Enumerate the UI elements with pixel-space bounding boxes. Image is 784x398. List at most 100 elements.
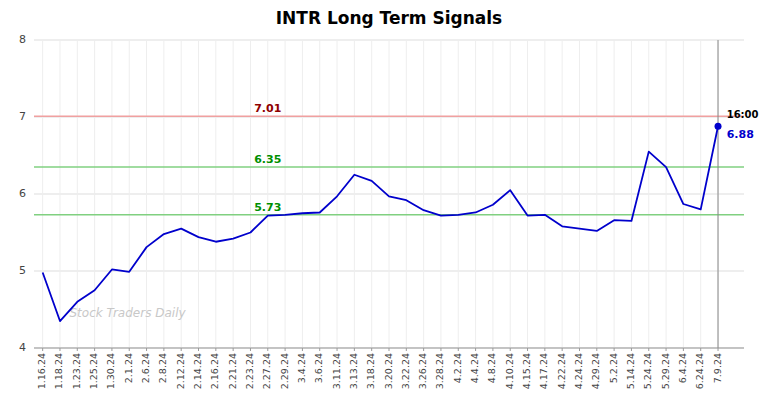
title: INTR Long Term Signals xyxy=(276,8,503,28)
x-tick xyxy=(371,348,372,351)
x-grid-line xyxy=(319,40,320,348)
x-tick-label: 2.29.24 xyxy=(279,353,290,389)
x-grid-line xyxy=(233,40,234,348)
x-tick-label: 4.2.24 xyxy=(452,353,463,383)
x-tick-label: 2.1.24 xyxy=(123,353,134,383)
x-tick-label: 3.18.24 xyxy=(365,353,376,389)
x-tick xyxy=(596,348,597,351)
x-tick xyxy=(406,348,407,351)
x-tick-label: 2.14.24 xyxy=(192,353,203,389)
x-tick-label: 5.14.24 xyxy=(625,353,636,389)
x-tick-label: 2.8.24 xyxy=(157,353,168,383)
x-tick xyxy=(666,348,667,351)
x-tick-label: 6.24.24 xyxy=(694,353,705,389)
x-tick xyxy=(579,348,580,351)
x-tick-label: 3.20.24 xyxy=(383,353,394,389)
x-grid-line xyxy=(544,40,545,348)
x-tick xyxy=(146,348,147,351)
x-tick xyxy=(233,348,234,351)
x-tick-label: 1.25.24 xyxy=(88,353,99,389)
x-tick-label: 7.9.24 xyxy=(712,353,723,383)
x-tick-label: 3.6.24 xyxy=(313,353,324,383)
x-tick-label: 5.24.24 xyxy=(642,353,653,389)
x-grid-line xyxy=(163,40,164,348)
last-time-label: 16:00 xyxy=(727,109,759,120)
x-grid-line xyxy=(562,40,563,348)
x-grid-line xyxy=(129,40,130,348)
x-grid-line xyxy=(423,40,424,348)
x-tick-label: 3.11.24 xyxy=(331,353,342,389)
x-tick xyxy=(683,348,684,351)
x-tick-label: 1.16.24 xyxy=(36,353,47,389)
x-tick xyxy=(700,348,701,351)
x-tick xyxy=(285,348,286,351)
reference-line xyxy=(34,166,744,168)
x-grid-line xyxy=(371,40,372,348)
marks xyxy=(34,40,744,348)
x-tick xyxy=(319,348,320,351)
x-tick-label: 3.13.24 xyxy=(348,353,359,389)
x-grid-line xyxy=(94,40,95,348)
x-tick xyxy=(510,348,511,351)
grid xyxy=(34,40,744,348)
x-tick xyxy=(648,348,649,351)
x-tick-label: 3.28.24 xyxy=(434,353,445,389)
x-tick-label: 1.30.24 xyxy=(105,353,116,389)
x-tick xyxy=(354,348,355,351)
y-tick-label: 7 xyxy=(19,110,26,123)
x-grid-line xyxy=(250,40,251,348)
x-grid-line xyxy=(302,40,303,348)
x-tick-label: 2.27.24 xyxy=(261,353,272,389)
x-tick xyxy=(59,348,60,351)
x-tick-label: 4.22.24 xyxy=(556,353,567,389)
x-grid-line xyxy=(510,40,511,348)
x-tick xyxy=(215,348,216,351)
last-point xyxy=(715,123,722,130)
x-tick-label: 3.26.24 xyxy=(417,353,428,389)
x-grid-line xyxy=(267,40,268,348)
x-tick-label: 5.2.24 xyxy=(608,353,619,383)
x-tick-label: 2.6.24 xyxy=(140,353,151,383)
x-grid-line xyxy=(579,40,580,348)
x-grid-line xyxy=(492,40,493,348)
x-tick xyxy=(423,348,424,351)
x-grid-line xyxy=(648,40,649,348)
x-tick xyxy=(77,348,78,351)
reference-line xyxy=(34,214,744,216)
x-grid-line xyxy=(458,40,459,348)
x-grid-line xyxy=(215,40,216,348)
y-tick-label: 8 xyxy=(19,33,26,46)
x-grid-line xyxy=(146,40,147,348)
x-grid-line xyxy=(631,40,632,348)
last-point-line xyxy=(718,40,719,348)
x-tick xyxy=(562,348,563,351)
x-tick xyxy=(614,348,615,351)
x-tick xyxy=(94,348,95,351)
x-grid-line xyxy=(700,40,701,348)
x-tick-label: 4.15.24 xyxy=(521,353,532,389)
x-tick-label: 4.10.24 xyxy=(504,353,515,389)
x-tick xyxy=(527,348,528,351)
x-grid-line xyxy=(718,40,719,348)
x-tick xyxy=(181,348,182,351)
x-tick xyxy=(111,348,112,351)
x-tick-label: 6.4.24 xyxy=(677,353,688,383)
x-tick xyxy=(302,348,303,351)
chart: Stock Traders Daily456781.16.241.18.241.… xyxy=(0,0,784,398)
y-tick-label: 4 xyxy=(19,341,26,354)
x-tick-label: 2.12.24 xyxy=(175,353,186,389)
x-tick xyxy=(475,348,476,351)
x-tick-label: 2.16.24 xyxy=(209,353,220,389)
x-grid-line xyxy=(59,40,60,348)
x-tick-label: 1.23.24 xyxy=(71,353,82,389)
y-tick-label: 6 xyxy=(19,187,26,200)
x-grid-line xyxy=(683,40,684,348)
x-tick xyxy=(458,348,459,351)
x-tick xyxy=(250,348,251,351)
reference-label: 7.01 xyxy=(254,102,281,115)
x-grid-line xyxy=(111,40,112,348)
y-tick-label: 5 xyxy=(19,264,26,277)
x-tick xyxy=(129,348,130,351)
x-tick-label: 3.22.24 xyxy=(400,353,411,389)
reference-label: 6.35 xyxy=(254,153,281,166)
